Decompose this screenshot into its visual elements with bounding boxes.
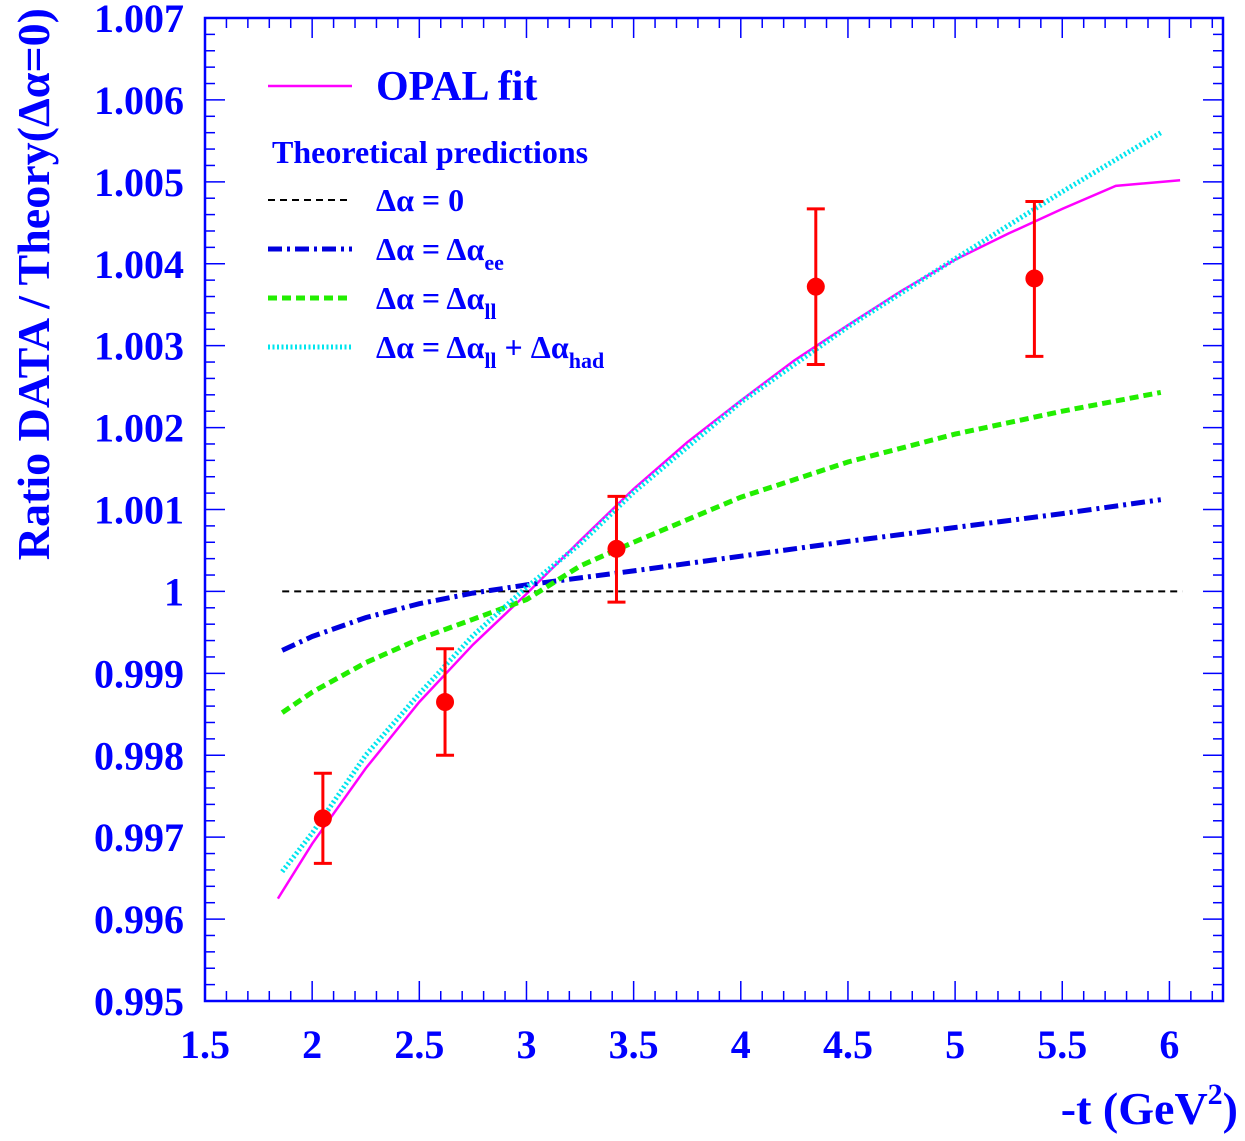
data-marker: [313, 809, 332, 828]
y-tick-labels: 0.995 0.996 0.997 0.998 0.999 1 1.001 1.002 1.00…: [94, 0, 184, 1024]
x-tick-label: 3: [516, 1022, 536, 1067]
x-tick-label: 2.5: [394, 1022, 444, 1067]
x-tick-label: 5: [945, 1022, 965, 1067]
x-tick-label: 4: [731, 1022, 751, 1067]
axis-ticks: [204, 17, 1223, 1002]
legend-heading: Theoretical predictions: [272, 134, 588, 170]
data-marker: [806, 277, 825, 296]
y-tick-label: 0.998: [94, 733, 184, 778]
y-tick-label: 1.002: [94, 406, 184, 451]
series-line-opal_fit: [276, 178, 1181, 900]
data-point: [436, 647, 455, 757]
x-tick-label: 1.5: [180, 1022, 230, 1067]
y-tick-label: 1.001: [94, 488, 184, 533]
y-tick-label: 0.995: [94, 979, 184, 1024]
legend: OPAL fit Theoretical predictions Δα = 0 Δα …: [268, 64, 604, 373]
series-line-ll: [280, 389, 1162, 715]
y-tick-label: 1.005: [94, 160, 184, 205]
x-tick-label: 2: [302, 1022, 322, 1067]
y-tick-label: 1.006: [94, 78, 184, 123]
y-tick-label: 1.007: [94, 0, 184, 41]
y-tick-label: 1.004: [94, 242, 184, 287]
y-tick-label: 0.996: [94, 897, 184, 942]
data-marker: [1025, 269, 1044, 288]
y-tick-label: 1.003: [94, 324, 184, 369]
series-line-ee: [281, 497, 1162, 653]
y-tick-label: 0.999: [94, 651, 184, 696]
x-axis-label: -t (GeV2): [1061, 1078, 1238, 1134]
legend-label-ll_had: Δα = Δαll + Δαhad: [376, 329, 604, 373]
data-marker: [607, 539, 626, 558]
legend-label-ee: Δα = Δαee: [376, 231, 504, 275]
legend-label-opal-fit: OPAL fit: [376, 64, 537, 110]
data-point: [607, 494, 626, 604]
x-tick-label: 3.5: [609, 1022, 659, 1067]
x-tick-label: 4.5: [823, 1022, 873, 1067]
data-point: [313, 771, 332, 865]
y-tick-label: 1: [164, 569, 184, 614]
x-tick-label: 6: [1159, 1022, 1179, 1067]
legend-label-no_running: Δα = 0: [376, 182, 464, 218]
legend-label-ll: Δα = Δαll: [376, 280, 497, 324]
y-axis-label: Ratio DATA / Theory(Δα=0): [8, 8, 59, 560]
data-marker: [436, 693, 455, 712]
data-point: [806, 207, 825, 367]
data-point: [1025, 199, 1044, 358]
x-tick-labels: 1.5 2 2.5 3 3.5 4 4.5 5 5.5 6: [180, 1022, 1179, 1067]
data-points: [313, 199, 1044, 865]
series-lines: [276, 130, 1183, 900]
y-tick-label: 0.997: [94, 815, 184, 860]
x-tick-label: 5.5: [1037, 1022, 1087, 1067]
